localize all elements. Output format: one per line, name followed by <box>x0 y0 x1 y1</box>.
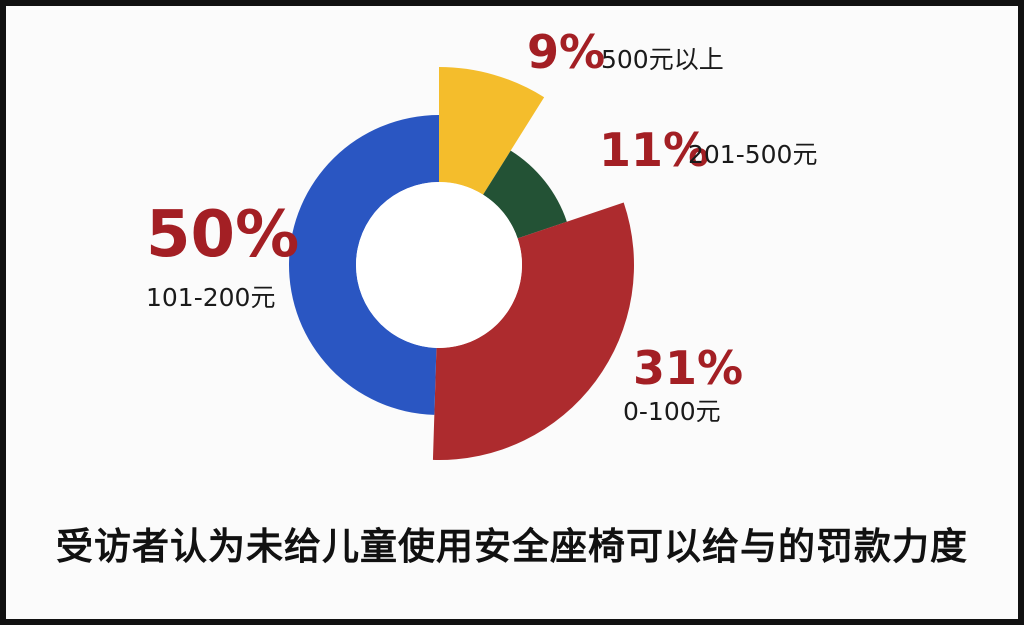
slice-101-200 <box>288 115 439 415</box>
slice-label-500plus: 500元以上 <box>601 45 724 74</box>
chart-title: 受访者认为未给儿童使用安全座椅可以给与的罚款力度 <box>56 525 968 568</box>
slices-group <box>288 67 634 461</box>
slice-label-0-100: 0-100元 <box>623 397 721 426</box>
slice-0-100 <box>432 202 634 461</box>
slice-201-500 <box>483 150 567 239</box>
slice-percent-101-200: 50% <box>146 198 299 272</box>
slice-500plus <box>439 67 545 195</box>
slice-percent-500plus: 9% <box>527 25 605 79</box>
slice-label-201-500: 201-500元 <box>688 140 817 169</box>
slice-percent-201-500: 11% <box>599 123 709 177</box>
slice-percent-0-100: 31% <box>633 341 743 395</box>
donut-hole <box>356 182 522 348</box>
slice-label-101-200: 101-200元 <box>146 283 275 312</box>
